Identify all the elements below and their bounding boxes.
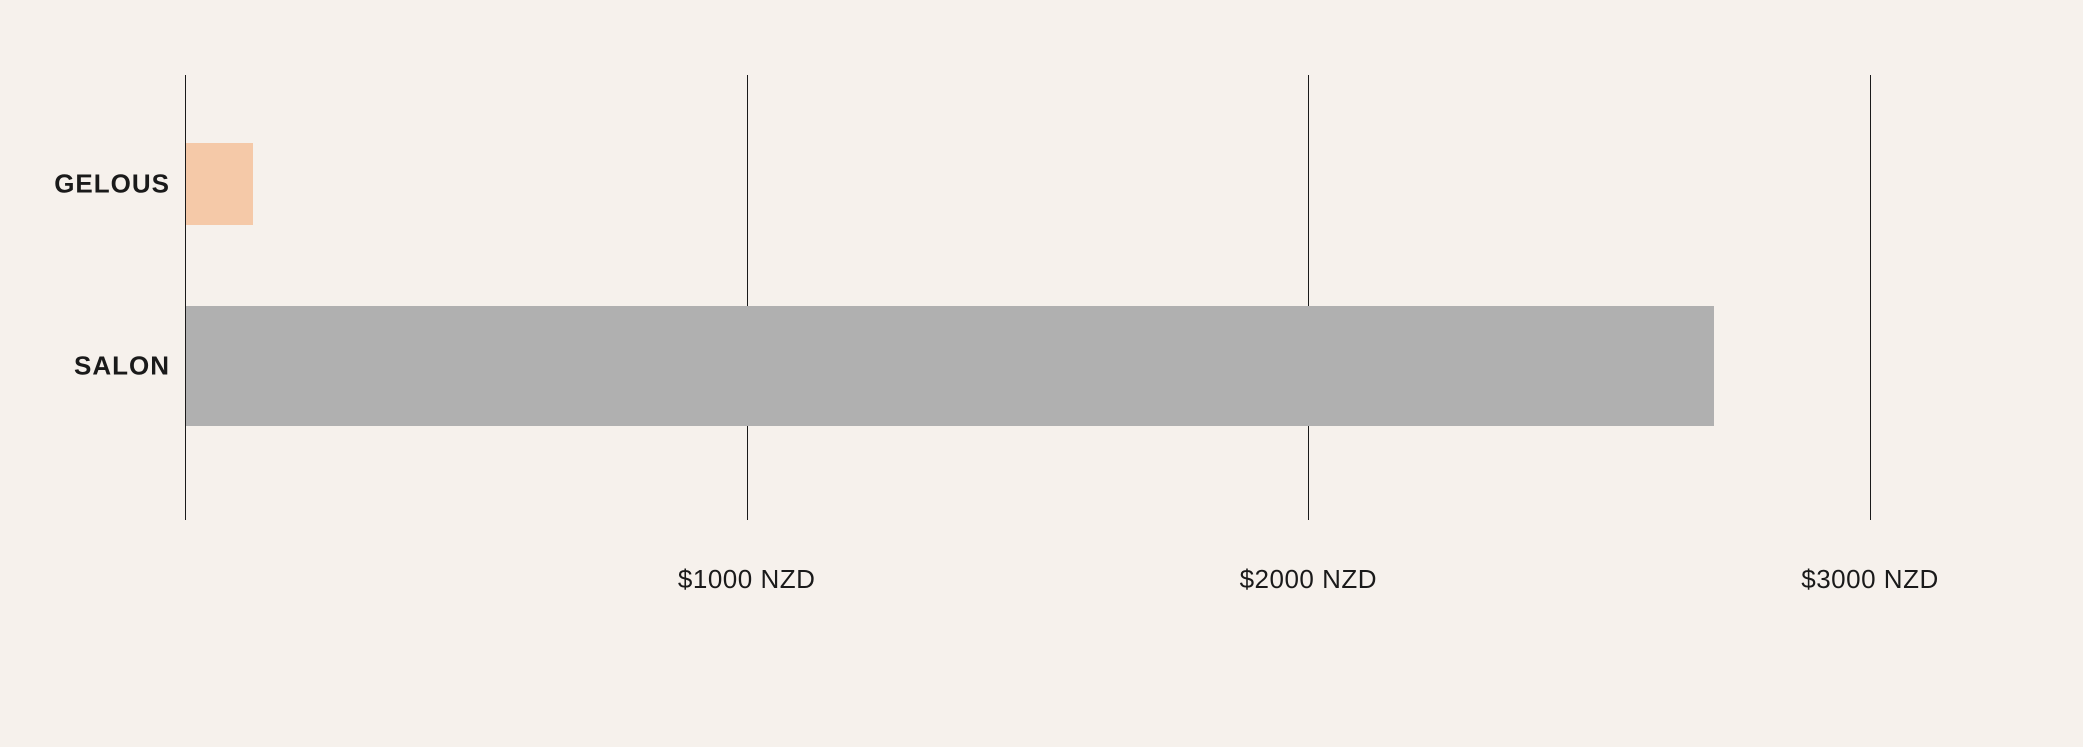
x-tick-label-1000: $1000 NZD (678, 564, 815, 595)
gridline-0 (185, 75, 186, 520)
bar-salon (186, 306, 1714, 426)
gridline-2000 (1308, 75, 1309, 520)
x-tick-label-3000: $3000 NZD (1801, 564, 1938, 595)
cost-comparison-chart: $1000 NZD $2000 NZD $3000 NZD GELOUS SAL… (0, 0, 2083, 747)
plot-area: $1000 NZD $2000 NZD $3000 NZD (185, 75, 1870, 520)
y-label-salon: SALON (74, 351, 170, 382)
gridline-3000 (1870, 75, 1871, 520)
bar-gelous (186, 143, 253, 225)
y-label-gelous: GELOUS (54, 169, 170, 200)
x-tick-label-2000: $2000 NZD (1240, 564, 1377, 595)
gridline-1000 (747, 75, 748, 520)
